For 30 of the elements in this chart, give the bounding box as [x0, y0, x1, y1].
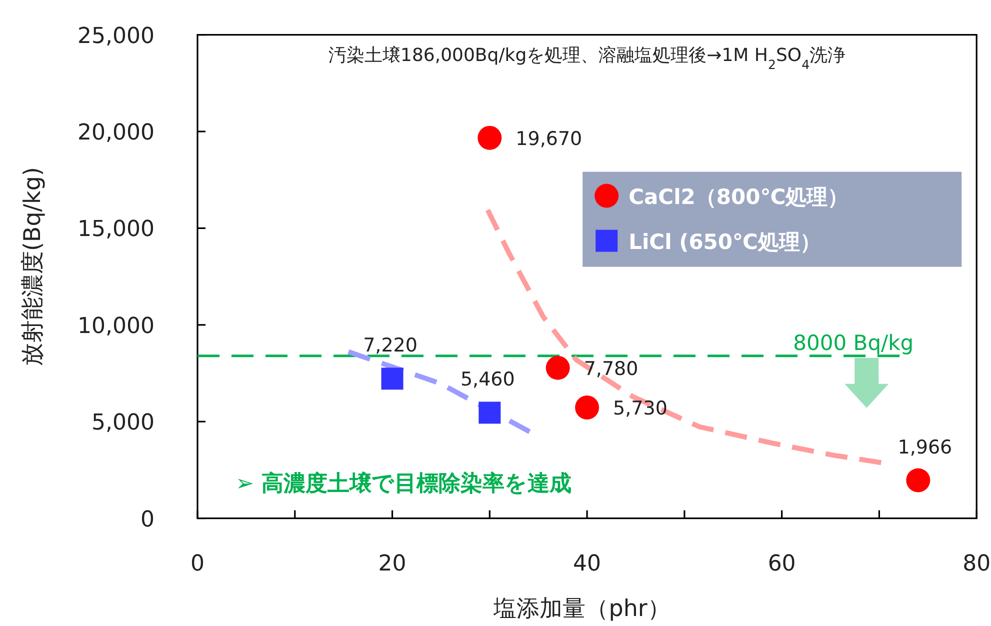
data-label: 1,966 [898, 436, 952, 458]
annotation: ➢ 高濃度土壌で目標除染率を達成 [236, 470, 572, 496]
y-axis-title: 放射能濃度(Bq/kg) [20, 167, 46, 366]
point [478, 126, 502, 150]
data-label: 7,220 [363, 334, 418, 357]
point [381, 368, 404, 390]
y-tick-label: 25,000 [78, 24, 154, 49]
data-label: 19,670 [516, 128, 582, 150]
point [478, 402, 501, 424]
x-axis-title: 塩添加量（phr） [492, 596, 670, 622]
legend-label: CaCl2（800℃処理） [628, 184, 849, 209]
y-tick-label: 15,000 [78, 217, 154, 242]
data-label: 7,780 [584, 358, 638, 380]
y-tick-label: 0 [140, 507, 154, 532]
point [575, 395, 600, 420]
x-tick-label: 0 [190, 551, 204, 576]
y-tick-label: 5,000 [92, 410, 154, 436]
y-tick-label: 10,000 [78, 314, 154, 339]
point [906, 468, 930, 492]
x-tick-label: 20 [378, 551, 406, 576]
x-tick-label: 60 [768, 551, 796, 576]
y-tick-label: 20,000 [78, 120, 154, 146]
x-tick-label: 40 [573, 551, 602, 576]
ref-line-label: 8000 Bq/kg [793, 330, 914, 355]
x-tick-label: 80 [962, 551, 991, 576]
text: 汚染土壌186,000Bq/kgを処理、溶融塩処理後→1M H$_{2}$SO$_{4}$洗浄 [328, 44, 846, 72]
point [546, 356, 570, 380]
data-label: 5,460 [460, 368, 515, 391]
data-label: 5,730 [613, 397, 668, 420]
legend-label: LiCl (650℃処理） [628, 230, 821, 254]
